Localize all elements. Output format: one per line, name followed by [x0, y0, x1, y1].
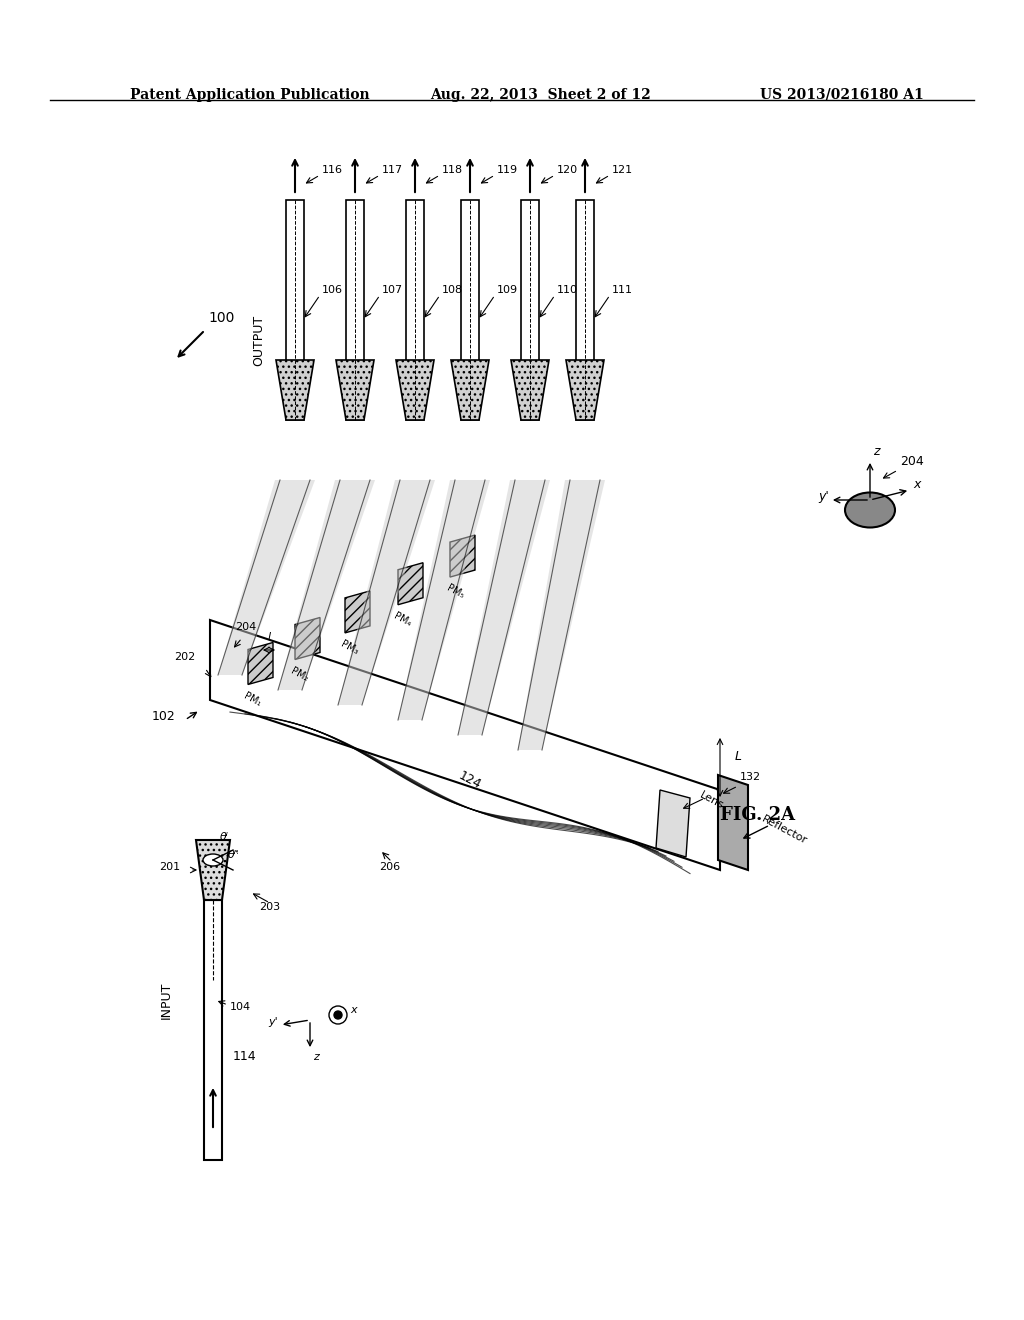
Text: 104: 104: [230, 1002, 251, 1012]
Text: L: L: [735, 750, 742, 763]
Text: 120: 120: [557, 165, 579, 176]
Text: Lens: Lens: [698, 789, 725, 810]
Polygon shape: [396, 360, 434, 420]
Text: 202: 202: [174, 652, 195, 663]
Polygon shape: [398, 480, 490, 719]
Text: FIG. 2A: FIG. 2A: [720, 807, 795, 824]
Polygon shape: [196, 840, 230, 900]
Text: 108: 108: [442, 285, 463, 294]
Text: PM₂: PM₂: [290, 665, 310, 684]
Bar: [521, 201, 539, 420]
Text: 102: 102: [152, 710, 175, 723]
Text: 204: 204: [900, 455, 924, 469]
Text: 100: 100: [208, 312, 234, 325]
Text: 114: 114: [233, 1049, 257, 1063]
Polygon shape: [336, 360, 374, 420]
Text: Aug. 22, 2013  Sheet 2 of 12: Aug. 22, 2013 Sheet 2 of 12: [430, 88, 650, 102]
Text: θᴵ: θᴵ: [220, 832, 229, 842]
Text: y': y': [268, 1016, 278, 1027]
Text: Reflector: Reflector: [760, 814, 809, 846]
Bar: [406, 201, 424, 420]
Polygon shape: [210, 620, 720, 870]
Text: 111: 111: [612, 285, 633, 294]
Polygon shape: [338, 480, 435, 705]
Polygon shape: [248, 643, 273, 685]
Text: Patent Application Publication: Patent Application Publication: [130, 88, 370, 102]
Polygon shape: [518, 480, 605, 750]
Polygon shape: [511, 360, 549, 420]
Text: 119: 119: [497, 165, 518, 176]
Text: x: x: [350, 1005, 356, 1015]
Polygon shape: [295, 618, 319, 660]
Polygon shape: [718, 775, 748, 870]
Polygon shape: [656, 789, 690, 857]
Text: z: z: [313, 1052, 318, 1063]
Text: PM₅: PM₅: [444, 583, 465, 601]
Text: 204: 204: [234, 622, 256, 632]
Polygon shape: [398, 562, 423, 605]
Ellipse shape: [203, 854, 223, 866]
Circle shape: [334, 1011, 342, 1019]
Text: y': y': [818, 490, 828, 503]
Text: 118: 118: [442, 165, 463, 176]
Text: 117: 117: [382, 165, 403, 176]
Polygon shape: [450, 535, 475, 577]
Bar: [286, 201, 304, 420]
Ellipse shape: [845, 492, 895, 528]
Text: 109: 109: [497, 285, 518, 294]
Polygon shape: [451, 360, 489, 420]
Text: 124: 124: [457, 768, 483, 791]
Text: US 2013/0216180 A1: US 2013/0216180 A1: [760, 88, 924, 102]
Text: OUTPUT: OUTPUT: [252, 314, 265, 366]
Text: 121: 121: [612, 165, 633, 176]
Bar: [461, 201, 479, 420]
Text: 107: 107: [382, 285, 403, 294]
Text: PM₃: PM₃: [340, 639, 360, 656]
Text: 116: 116: [322, 165, 343, 176]
Text: 203: 203: [259, 902, 281, 912]
Text: 201: 201: [159, 862, 180, 873]
Polygon shape: [278, 480, 375, 690]
Bar: [204, 900, 222, 1160]
Polygon shape: [345, 591, 370, 632]
Text: INPUT: INPUT: [160, 981, 173, 1019]
Polygon shape: [276, 360, 314, 420]
Text: θᴿ: θᴿ: [228, 850, 240, 861]
Text: 206: 206: [380, 862, 400, 873]
Text: 110: 110: [557, 285, 578, 294]
Text: 132: 132: [740, 772, 761, 781]
Text: PM₁: PM₁: [243, 690, 263, 709]
Polygon shape: [566, 360, 604, 420]
Text: x: x: [913, 478, 921, 491]
Text: PM₄: PM₄: [392, 611, 414, 628]
Polygon shape: [218, 480, 315, 675]
Bar: [346, 201, 364, 420]
Text: 106: 106: [322, 285, 343, 294]
Polygon shape: [458, 480, 550, 735]
Text: l: l: [267, 632, 270, 642]
Text: z: z: [873, 445, 880, 458]
Bar: [575, 201, 594, 420]
